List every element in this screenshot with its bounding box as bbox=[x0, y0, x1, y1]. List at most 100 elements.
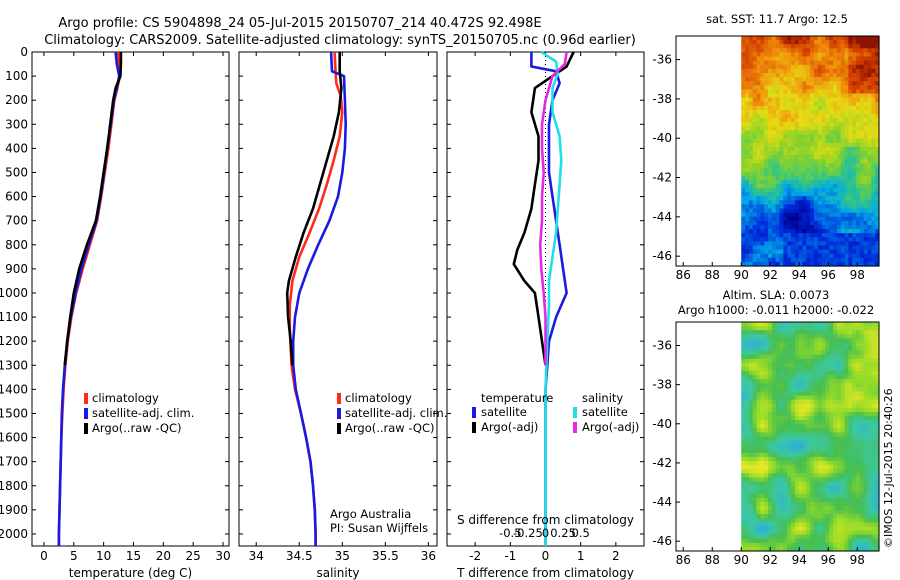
sla_map-cell bbox=[844, 473, 849, 478]
sla_map-cell bbox=[825, 424, 830, 429]
sst_map-cell bbox=[741, 245, 746, 251]
sst_map-cell bbox=[840, 36, 846, 41]
salinity-xtick-label: 34 bbox=[249, 549, 264, 563]
sla_map-cell bbox=[764, 338, 769, 344]
sst_map-cell bbox=[768, 155, 773, 160]
sst_map-cell bbox=[741, 261, 746, 267]
pi-label: PI: Susan Wijffels bbox=[330, 521, 428, 535]
sst_map-cell bbox=[768, 241, 773, 247]
sla_map-cell bbox=[821, 366, 827, 372]
sst_map-cell bbox=[798, 109, 804, 115]
sla_map-cell bbox=[829, 326, 834, 331]
sla_map-cell bbox=[783, 538, 788, 544]
sst_map-cell bbox=[768, 146, 773, 152]
sst_map-cell bbox=[813, 118, 819, 123]
sst_map-cell bbox=[760, 60, 765, 66]
sst_map-cell bbox=[836, 56, 842, 62]
sla_map-cell bbox=[859, 362, 865, 368]
sla_map-cell bbox=[844, 534, 849, 540]
sla_map-cell bbox=[787, 420, 792, 425]
sla_map-cell bbox=[752, 514, 758, 519]
sla_map-cell bbox=[798, 371, 804, 376]
sla_map-cell bbox=[810, 322, 815, 327]
sla_map-cell bbox=[867, 362, 872, 368]
sst_map-cell bbox=[829, 196, 834, 201]
sst_map-cell bbox=[875, 257, 880, 263]
sst_map-cell bbox=[794, 40, 800, 45]
sla_map-cell bbox=[871, 436, 876, 442]
sla_map-cell bbox=[802, 534, 807, 540]
sst_map-cell bbox=[775, 175, 781, 181]
sla_map-cell bbox=[840, 538, 846, 544]
sst_map-cell bbox=[856, 200, 861, 205]
sst_map-cell bbox=[775, 101, 781, 107]
sst_map-cell bbox=[748, 155, 754, 160]
sst_map-cell bbox=[863, 253, 869, 259]
sst_map-cell bbox=[817, 81, 823, 86]
sla_map-cell bbox=[856, 546, 861, 552]
sla_map-cell bbox=[813, 452, 819, 458]
temperature-xlabel: temperature (deg C) bbox=[69, 566, 192, 580]
sst_map-cell bbox=[875, 261, 880, 267]
sla_map-cell bbox=[859, 350, 865, 356]
sla_map-cell bbox=[806, 542, 811, 548]
sst_map-cell bbox=[771, 138, 777, 144]
sla_map-cell bbox=[875, 428, 880, 434]
sla_map-cell bbox=[852, 342, 857, 348]
sla_map-cell bbox=[790, 428, 796, 434]
sla_map-cell bbox=[833, 461, 838, 466]
sla_map-cell bbox=[775, 497, 781, 503]
sla_map-cell bbox=[798, 534, 804, 540]
sst_map-cell bbox=[779, 56, 784, 62]
sla_map-cell bbox=[821, 485, 827, 491]
sst_map-cell bbox=[810, 68, 815, 74]
sst_map-cell bbox=[756, 118, 761, 123]
sst_map-cell bbox=[833, 126, 838, 132]
temperature-ytick-label: 1200 bbox=[0, 334, 28, 348]
sst_map-cell bbox=[829, 105, 834, 111]
sst_map-cell bbox=[856, 126, 861, 132]
sla_map-cell bbox=[848, 326, 853, 331]
sst_map-cell bbox=[810, 163, 815, 169]
sst_map-cell bbox=[775, 204, 781, 210]
sla_map-cell bbox=[840, 362, 846, 368]
sla_map-cell bbox=[779, 387, 784, 393]
sla_map-cell bbox=[756, 534, 761, 540]
sla_map-cell bbox=[871, 481, 876, 487]
sla_map-cell bbox=[852, 407, 857, 413]
sst_map-cell bbox=[856, 159, 861, 164]
sla_map-cell bbox=[848, 440, 853, 446]
sla_map-cell bbox=[760, 534, 765, 540]
sla_map-cell bbox=[863, 366, 869, 372]
sla_map-cell bbox=[798, 501, 804, 507]
sst_map-cell bbox=[741, 159, 746, 164]
sla_map-cell bbox=[775, 420, 781, 425]
sla_map-cell bbox=[856, 489, 861, 495]
sla_map-cell bbox=[852, 518, 857, 523]
sla_map-cell bbox=[829, 322, 834, 327]
sla_map-cell bbox=[817, 538, 823, 544]
sla_map-cell bbox=[783, 489, 788, 495]
sst_map-field bbox=[741, 36, 880, 267]
sla_map-cell bbox=[790, 387, 796, 393]
sst_map-cell bbox=[813, 151, 819, 156]
sla_map-cell bbox=[760, 542, 765, 548]
sla_map-cell bbox=[768, 506, 773, 511]
sst_map-cell bbox=[871, 126, 876, 132]
sla_map-cell bbox=[813, 538, 819, 544]
sla_map-cell bbox=[771, 330, 777, 335]
sst_map-cell bbox=[859, 101, 865, 107]
sst_map-cell bbox=[790, 241, 796, 247]
sla_map-cell bbox=[840, 485, 846, 491]
sst_map-cell bbox=[813, 220, 819, 226]
sst_map-cell bbox=[775, 52, 781, 58]
sla_map-cell bbox=[836, 493, 842, 499]
sla_map-cell bbox=[768, 522, 773, 528]
sla_map-cell bbox=[764, 477, 769, 483]
sst_map-xtick-label: 96 bbox=[821, 268, 836, 282]
temperature-ytick-label: 2000 bbox=[0, 527, 28, 541]
sst_map-cell bbox=[790, 105, 796, 111]
sla_map-cell bbox=[741, 432, 746, 438]
sst_map-cell bbox=[783, 245, 788, 251]
sla_map-cell bbox=[844, 379, 849, 384]
